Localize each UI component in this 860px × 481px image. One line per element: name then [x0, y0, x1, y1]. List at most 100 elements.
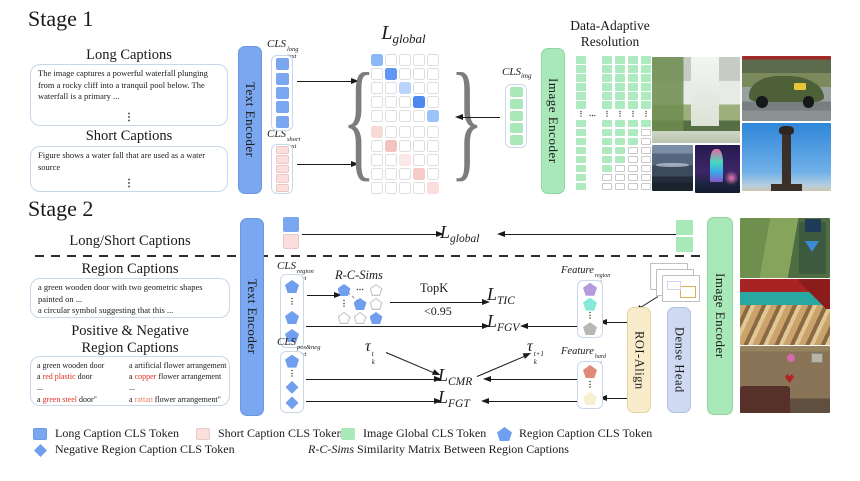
cls-token: [275, 174, 289, 183]
negative-region-cls-token: [285, 396, 299, 410]
cls-img-token-column: [505, 84, 527, 148]
arrow-roi-to-feature-region: [599, 318, 627, 325]
image-global-cls-token: [676, 237, 693, 252]
cls-token: [509, 135, 523, 145]
text-encoder-stage1: Text Encoder: [238, 46, 262, 194]
arrow-text-to-global: [302, 230, 444, 237]
matrix-cell: [371, 54, 383, 66]
cls-token: [275, 58, 289, 71]
ellipsis: ⋮: [124, 112, 134, 123]
posneg-caption-line: ...: [129, 383, 135, 393]
cls-token: [275, 183, 289, 193]
rcsims-pentagon-grid: ⋯ ⋮: [336, 283, 384, 325]
legend-short-token-icon: [196, 428, 210, 440]
region-captions-heading: Region Captions: [81, 261, 179, 277]
cls-token: [275, 101, 289, 114]
matrix-cell: [413, 68, 425, 80]
photo-detail-plate: [793, 83, 807, 90]
arrow-roi-to-feature-hard: [599, 394, 627, 401]
matrix-cell: [371, 110, 383, 122]
rcsims-cell: [368, 311, 384, 325]
matrix-cell: [385, 168, 397, 180]
arrow-feature-to-fgv: [520, 322, 578, 329]
photo-grass-door: [740, 218, 830, 278]
loss-cmr: LCMR: [438, 365, 473, 388]
ellipsis: ⋮: [124, 178, 134, 189]
photo-detail-flower: [786, 354, 795, 363]
cls-token: [275, 115, 289, 128]
posneg-column-flowers: a artificial flower arrangement a copper …: [129, 360, 227, 405]
cls-short-token-column: [271, 144, 293, 194]
ellipsis: ⋮: [288, 297, 296, 306]
stage2-dashed-divider: [35, 255, 708, 258]
region-cls-token-column: ⋮: [280, 274, 304, 348]
feature-map-roi-box: [667, 280, 681, 290]
arrow-img-to-brace: [455, 113, 500, 120]
matrix-cell: [413, 54, 425, 66]
matrix-cell: [413, 182, 425, 194]
matrix-cell: [399, 140, 411, 152]
photo-detail-statue: [779, 125, 794, 136]
matrix-cell: [413, 168, 425, 180]
region-cls-token: [583, 392, 597, 405]
legend-rcsims-label: R-C-Sims Similarity Matrix Between Regio…: [308, 442, 569, 456]
posneg-caption-line: a rattan flower arrangement": [129, 394, 221, 404]
feature-hard-column: ⋮: [577, 361, 603, 409]
image-encoder-stage1: Image Encoder: [541, 48, 565, 194]
matrix-cell: [399, 168, 411, 180]
arrow-image-to-global: [497, 230, 676, 237]
cls-token: [275, 164, 289, 174]
photo-monument: [742, 123, 831, 191]
similarity-matrix-short: [371, 126, 439, 194]
matrix-cell: [399, 96, 411, 108]
photo-detail-frame: [810, 352, 823, 363]
region-cls-token: [583, 282, 597, 296]
matrix-cell: [427, 82, 439, 94]
matrix-cell: [427, 110, 439, 122]
rcsims-cell: [352, 311, 368, 325]
text-encoder-stage2: Text Encoder: [240, 218, 264, 416]
region-cls-token: [285, 280, 299, 293]
cls-token: [509, 111, 523, 121]
posneg-caption-line: a copper flower arrangement: [129, 372, 222, 382]
cls-token: [275, 86, 289, 99]
feature-region-column: ⋮: [577, 280, 603, 338]
brace-left: {: [342, 46, 376, 194]
matrix-cell: [385, 82, 397, 94]
arrow-region-to-rcsims: [307, 291, 342, 298]
long-captions-text: The image captures a powerful waterfall …: [38, 68, 208, 102]
data-adaptive-resolution-label: Data-Adaptive Resolution: [570, 18, 650, 49]
threshold-label: <0.95: [424, 304, 452, 318]
cls-token: [275, 155, 289, 164]
ellipsis: ⋮: [586, 380, 594, 389]
photo-detail-base: [771, 184, 802, 191]
arrow-region-to-fgv: [306, 322, 490, 329]
rcsims-cell: [368, 297, 384, 311]
matrix-cell: [427, 54, 439, 66]
legend-negative-diamond-icon: [34, 444, 47, 457]
matrix-cell: [413, 82, 425, 94]
matrix-cell: [371, 68, 383, 80]
posneg-captions-heading: Positive & Negative Region Captions: [71, 323, 189, 356]
matrix-cell: [427, 96, 439, 108]
region-cls-token: [583, 297, 597, 311]
region-caption-line: a circular symbol suggesting that this .…: [38, 305, 174, 316]
matrix-cell: [371, 168, 383, 180]
rcsims-cell: [336, 311, 352, 325]
photo-waterfall: [652, 57, 740, 143]
photo-detail-tower: [710, 148, 723, 183]
photo-detail-debris: [740, 305, 830, 345]
region-cls-token: [285, 329, 299, 342]
region-cls-token: [285, 311, 299, 324]
matrix-cell: [399, 68, 411, 80]
visual-token-column: ⋮: [615, 56, 625, 190]
legend-region-pentagon-icon: [497, 427, 512, 441]
loss-global-stage2: Lglobal: [440, 222, 480, 245]
posneg-caption-line: a red plastic door: [37, 372, 93, 382]
visual-token-column: ⋮: [602, 56, 612, 190]
arrow-rcsims-to-tic: [390, 298, 490, 305]
rcsims-cell: [352, 297, 368, 311]
legend-short-label: Short Caption CLS Token: [218, 426, 343, 440]
region-captions-box: a green wooden door with two geometric s…: [30, 278, 230, 318]
